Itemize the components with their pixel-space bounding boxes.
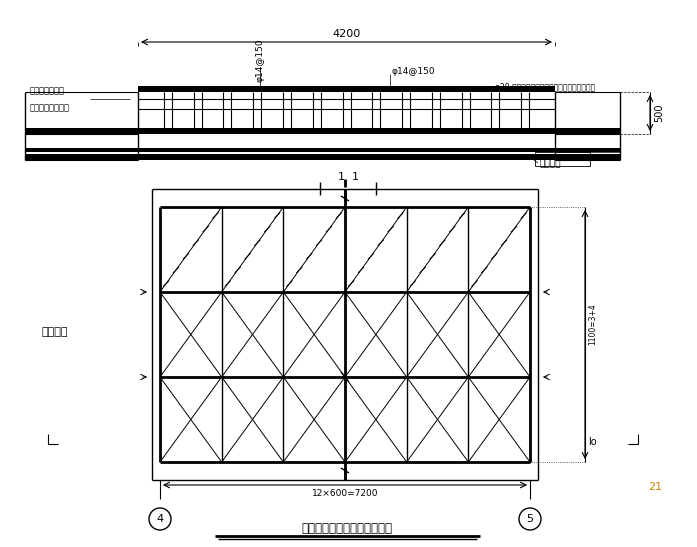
Bar <box>555 154 620 160</box>
Bar <box>138 86 555 92</box>
Bar <box>138 128 555 134</box>
Text: φ14@150: φ14@150 <box>256 38 264 82</box>
Text: 5: 5 <box>526 514 533 524</box>
Text: 施工电梯: 施工电梯 <box>42 327 68 337</box>
Text: 电梯基础部位支撑加固示意图: 电梯基础部位支撑加固示意图 <box>302 522 392 535</box>
Text: 21: 21 <box>648 482 662 492</box>
Bar <box>535 152 590 166</box>
Text: φ14@150: φ14@150 <box>392 67 436 77</box>
Text: 已浇楼板: 已浇楼板 <box>540 160 562 168</box>
Bar <box>25 154 138 160</box>
Text: 1  1: 1 1 <box>337 172 358 182</box>
Text: 楼板上皮钢筋焊牢: 楼板上皮钢筋焊牢 <box>30 103 70 112</box>
Bar <box>138 154 555 160</box>
Bar <box>138 148 555 152</box>
Bar <box>555 148 620 152</box>
Bar <box>25 128 138 134</box>
Text: 12×600=7200: 12×600=7200 <box>312 489 378 498</box>
Text: 基础下皮钢筋与: 基础下皮钢筋与 <box>30 86 65 95</box>
Text: 4: 4 <box>156 514 164 524</box>
Text: 1100=3+4: 1100=3+4 <box>588 304 597 345</box>
Text: φ20 连接凳筋与电梯基础、楼板上皮钢筋焊牢: φ20 连接凳筋与电梯基础、楼板上皮钢筋焊牢 <box>495 83 595 91</box>
Text: 4200: 4200 <box>332 29 360 39</box>
Bar <box>25 148 138 152</box>
Bar <box>555 128 620 134</box>
Text: lo: lo <box>588 437 597 447</box>
Text: 500: 500 <box>654 104 664 122</box>
